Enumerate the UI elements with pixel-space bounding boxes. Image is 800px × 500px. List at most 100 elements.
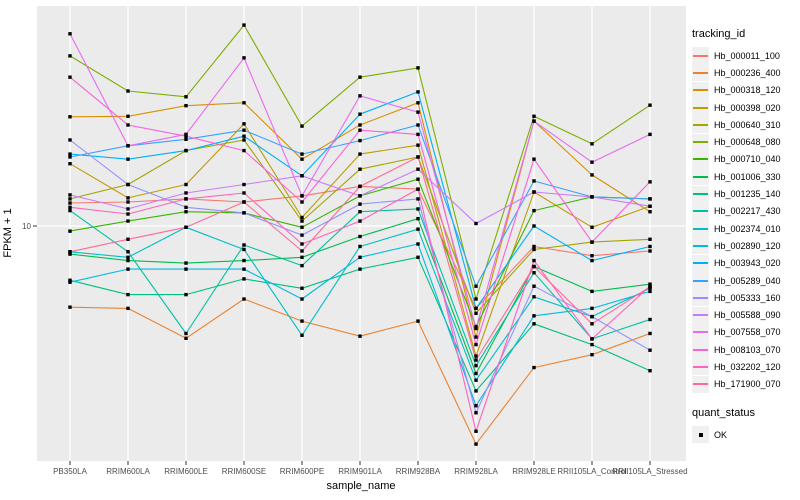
legend-item-label: Hb_002217_430: [714, 206, 781, 217]
data-point: [126, 196, 130, 200]
legend-item: Hb_005333_160: [692, 289, 800, 307]
quant-legend-items: OK: [692, 426, 800, 444]
data-point: [184, 197, 188, 201]
legend-item-label: Hb_000236_400: [714, 67, 781, 78]
legend-line-icon: [693, 158, 708, 161]
legend-item: Hb_000710_040: [692, 150, 800, 168]
data-point: [474, 442, 478, 446]
data-point: [416, 167, 420, 171]
legend-item: Hb_000318_120: [692, 81, 800, 99]
data-point: [590, 314, 594, 319]
data-point: [68, 280, 72, 284]
data-point: [126, 250, 130, 254]
data-point: [300, 225, 304, 229]
data-point: [358, 334, 362, 338]
data-point: [68, 155, 72, 159]
data-point: [358, 194, 362, 198]
data-point: [126, 237, 130, 241]
data-point: [68, 205, 72, 210]
data-point: [416, 123, 420, 127]
data-point: [300, 242, 304, 246]
data-point: [648, 197, 652, 201]
data-point: [532, 244, 536, 249]
data-point: [416, 227, 420, 231]
legend-key-swatch: [692, 133, 709, 151]
data-point: [590, 225, 594, 229]
data-point: [242, 56, 246, 60]
data-point: [416, 155, 420, 159]
x-tick-label: RRIM901LA: [338, 467, 382, 476]
legend-key-swatch: [692, 358, 709, 376]
data-point: [532, 365, 536, 370]
data-point: [300, 157, 304, 161]
data-point: [242, 191, 246, 195]
legend-item-label: Hb_000710_040: [714, 154, 781, 165]
data-point: [126, 212, 130, 216]
data-point: [474, 324, 478, 329]
data-point: [126, 267, 130, 271]
data-point: [532, 114, 536, 118]
data-point: [648, 132, 652, 137]
data-point: [126, 292, 130, 297]
legend-item-label: Hb_005588_090: [714, 310, 781, 321]
legend-item-label: Hb_002374_010: [714, 223, 781, 234]
data-point: [68, 138, 72, 142]
data-point: [532, 224, 536, 228]
data-point: [68, 252, 72, 256]
data-point: [416, 132, 420, 137]
legend-key-swatch: [692, 220, 709, 238]
data-point: [532, 208, 536, 213]
data-point: [532, 284, 536, 288]
data-point: [300, 263, 304, 268]
data-point: [242, 243, 246, 247]
legend-key-swatch: [692, 116, 709, 134]
data-point: [68, 152, 72, 156]
data-point: [474, 404, 478, 408]
data-point: [300, 174, 304, 178]
data-point: [416, 90, 420, 94]
legend-item-label: Hb_005333_160: [714, 292, 781, 303]
data-point: [648, 368, 652, 373]
data-point: [474, 335, 478, 339]
legend-item-label: Hb_001006_330: [714, 171, 781, 182]
legend-item-label: Hb_000398_020: [714, 102, 781, 113]
legend-item-label: Hb_000648_080: [714, 137, 781, 148]
legend-line-icon: [693, 54, 708, 57]
data-point: [648, 249, 652, 253]
legend-item: Hb_003943_020: [692, 254, 800, 272]
legend-key-swatch: [692, 323, 709, 341]
data-point: [416, 177, 420, 181]
x-axis: PB350LA RRIM600LA RRIM600LE RRIM600SE RRIM60…: [53, 461, 688, 476]
data-point: [300, 297, 304, 301]
x-tick-label: RRIM928LE: [512, 467, 556, 476]
legend-key-swatch: [692, 202, 709, 220]
legend-key-swatch: [692, 237, 709, 255]
data-point: [242, 128, 246, 132]
data-point: [590, 173, 594, 177]
data-point: [184, 336, 188, 340]
legend-line-icon: [693, 106, 708, 109]
legend-item-label: Hb_000640_310: [714, 119, 781, 130]
legend-line-icon: [693, 262, 708, 265]
data-point: [126, 123, 130, 127]
data-point: [648, 282, 652, 286]
legend-item: Hb_000398_020: [692, 99, 800, 117]
data-point: [126, 200, 130, 204]
x-tick-label: RRIM928LA: [454, 467, 498, 476]
data-point: [648, 317, 652, 322]
data-point: [474, 306, 478, 311]
legend-line-icon: [693, 193, 708, 196]
data-point: [184, 103, 188, 108]
data-point: [242, 277, 246, 281]
data-point: [300, 319, 304, 323]
legend-item: Hb_005289_040: [692, 272, 800, 289]
data-point: [474, 311, 478, 315]
legend-item: Hb_007558_070: [692, 323, 800, 341]
data-point: [532, 119, 536, 123]
data-point: [184, 95, 188, 99]
data-point: [126, 219, 130, 223]
panel-background: [37, 6, 686, 461]
data-point: [416, 197, 420, 201]
data-point: [184, 225, 188, 229]
